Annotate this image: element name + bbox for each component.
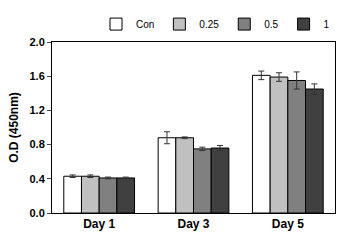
svg-text:0.0: 0.0 [30, 207, 45, 219]
svg-text:Day 3: Day 3 [177, 217, 209, 231]
svg-text:2.0: 2.0 [30, 36, 45, 48]
svg-text:Con: Con [136, 19, 154, 30]
svg-text:1.6: 1.6 [30, 70, 45, 82]
svg-text:1.2: 1.2 [30, 104, 45, 116]
svg-text:Day 5: Day 5 [272, 217, 304, 231]
svg-text:1: 1 [324, 19, 330, 30]
svg-text:0.5: 0.5 [264, 19, 278, 30]
svg-text:0.4: 0.4 [30, 173, 46, 185]
svg-text:O.D (450nm): O.D (450nm) [7, 92, 21, 163]
svg-text:0.8: 0.8 [30, 138, 45, 150]
svg-text:Day 1: Day 1 [83, 217, 115, 231]
svg-text:0.25: 0.25 [199, 19, 219, 30]
